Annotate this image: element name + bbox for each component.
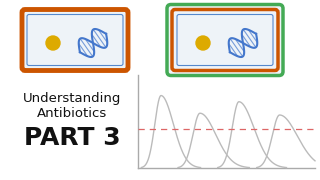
Text: Understanding: Understanding	[23, 92, 121, 105]
Circle shape	[199, 37, 207, 45]
FancyBboxPatch shape	[167, 4, 283, 75]
FancyBboxPatch shape	[22, 10, 128, 71]
Circle shape	[46, 36, 60, 50]
Text: Antibiotics: Antibiotics	[37, 107, 107, 120]
Text: PART 3: PART 3	[24, 126, 120, 150]
Circle shape	[49, 37, 57, 45]
Circle shape	[196, 36, 210, 50]
